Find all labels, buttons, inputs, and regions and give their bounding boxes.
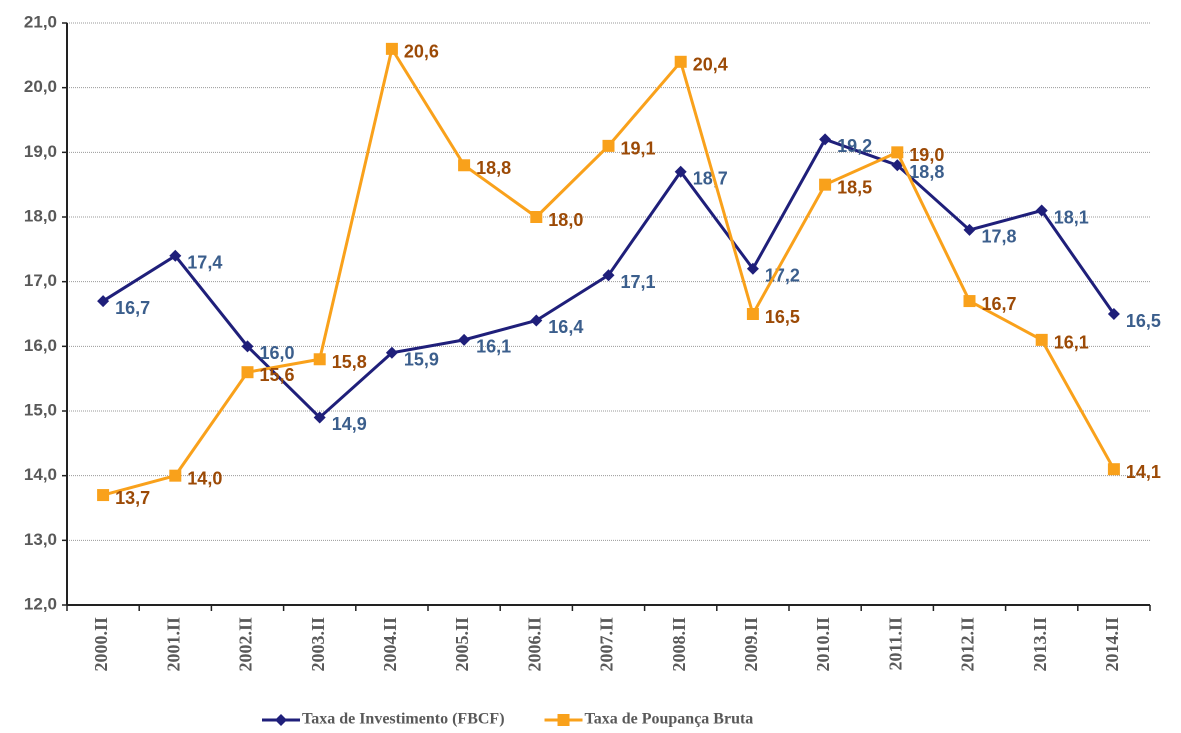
- marker: [891, 159, 904, 172]
- data-label: 18,5: [837, 177, 872, 197]
- x-tick-label: 2005.II: [452, 617, 472, 672]
- marker: [241, 340, 254, 353]
- legend-item: Taxa de Investimento (FBCF): [262, 711, 505, 728]
- x-tick-label: 2002.II: [236, 617, 256, 672]
- data-label: 15,6: [260, 365, 295, 385]
- marker: [963, 295, 976, 308]
- data-label: 19,0: [909, 145, 944, 165]
- data-label: 19,1: [621, 139, 656, 159]
- y-tick-label: 14,0: [24, 465, 57, 484]
- marker: [674, 165, 687, 178]
- x-tick-label: 2003.II: [308, 617, 328, 672]
- data-label: 14,0: [187, 468, 222, 488]
- x-tick-label: 2011.II: [885, 617, 905, 671]
- marker: [313, 411, 326, 424]
- y-tick-label: 12,0: [24, 594, 57, 613]
- marker: [819, 178, 832, 191]
- data-label: 14,9: [332, 414, 367, 434]
- data-label: 17,4: [187, 253, 222, 273]
- data-label: 13,7: [115, 488, 150, 508]
- marker: [963, 223, 976, 236]
- y-tick-label: 20,0: [24, 77, 57, 96]
- y-tick-label: 17,0: [24, 271, 57, 290]
- data-label: 20,6: [404, 42, 439, 62]
- y-tick-label: 13,0: [24, 530, 57, 549]
- marker: [602, 139, 615, 152]
- data-label: 15,8: [332, 352, 367, 372]
- x-tick-label: 2014.II: [1102, 617, 1122, 672]
- marker: [385, 346, 398, 359]
- x-tick-label: 2001.II: [163, 617, 183, 672]
- data-label: 16,7: [982, 294, 1017, 314]
- legend-item: Taxa de Poupança Bruta: [544, 711, 754, 728]
- marker: [1035, 333, 1048, 346]
- data-label: 16,1: [476, 337, 511, 357]
- marker: [557, 714, 570, 726]
- y-tick-label: 16,0: [24, 336, 57, 355]
- x-tick-label: 2008.II: [669, 617, 689, 672]
- marker: [1107, 308, 1120, 320]
- data-label: 18,1: [1054, 207, 1089, 227]
- marker: [746, 308, 759, 320]
- data-label: 18,0: [548, 210, 583, 230]
- data-label: 17,1: [621, 272, 656, 292]
- marker: [169, 469, 182, 482]
- marker: [891, 146, 904, 159]
- y-tick-label: 18,0: [24, 206, 57, 225]
- marker: [97, 295, 110, 308]
- x-tick-label: 2009.II: [741, 617, 761, 672]
- legend-label: Taxa de Investimento (FBCF): [302, 711, 505, 728]
- data-label: 14,1: [1126, 462, 1161, 482]
- data-label: 16,1: [1054, 333, 1089, 353]
- marker: [275, 714, 287, 726]
- marker: [385, 42, 398, 55]
- marker: [241, 366, 254, 379]
- marker: [602, 269, 615, 282]
- marker: [746, 262, 759, 275]
- y-tick-label: 21,0: [24, 12, 57, 31]
- data-label: 16,0: [260, 343, 295, 363]
- marker: [313, 353, 326, 366]
- marker: [674, 55, 687, 68]
- marker: [169, 249, 182, 262]
- y-tick-label: 19,0: [24, 142, 57, 161]
- x-tick-label: 2010.II: [813, 617, 833, 672]
- data-label: 19,2: [837, 136, 872, 156]
- marker: [458, 159, 471, 172]
- marker: [1035, 204, 1048, 217]
- data-label: 15,9: [404, 350, 439, 370]
- x-tick-label: 2004.II: [380, 617, 400, 672]
- data-label: 17,8: [982, 227, 1017, 247]
- y-tick-label: 15,0: [24, 400, 57, 419]
- x-tick-label: 2000.II: [91, 617, 111, 672]
- x-tick-label: 2007.II: [597, 617, 617, 672]
- marker: [530, 211, 543, 223]
- data-label: 18,8: [909, 162, 944, 182]
- data-label: 16,4: [548, 317, 583, 337]
- marker: [530, 314, 543, 327]
- legend-label: Taxa de Poupança Bruta: [585, 711, 754, 728]
- marker: [458, 333, 471, 346]
- marker: [1107, 463, 1120, 476]
- data-label: 16,5: [1126, 311, 1161, 331]
- marker: [97, 489, 110, 502]
- x-tick-label: 2013.II: [1030, 617, 1050, 672]
- marker: [819, 133, 832, 146]
- data-label: 16,7: [115, 298, 150, 318]
- data-label: 17,2: [765, 265, 800, 285]
- x-tick-label: 2012.II: [958, 617, 978, 672]
- data-label: 16,5: [765, 307, 800, 327]
- data-label: 18,8: [476, 158, 511, 178]
- data-label: 20,4: [693, 55, 728, 75]
- x-tick-label: 2006.II: [524, 617, 544, 672]
- data-label: 18,7: [693, 168, 728, 188]
